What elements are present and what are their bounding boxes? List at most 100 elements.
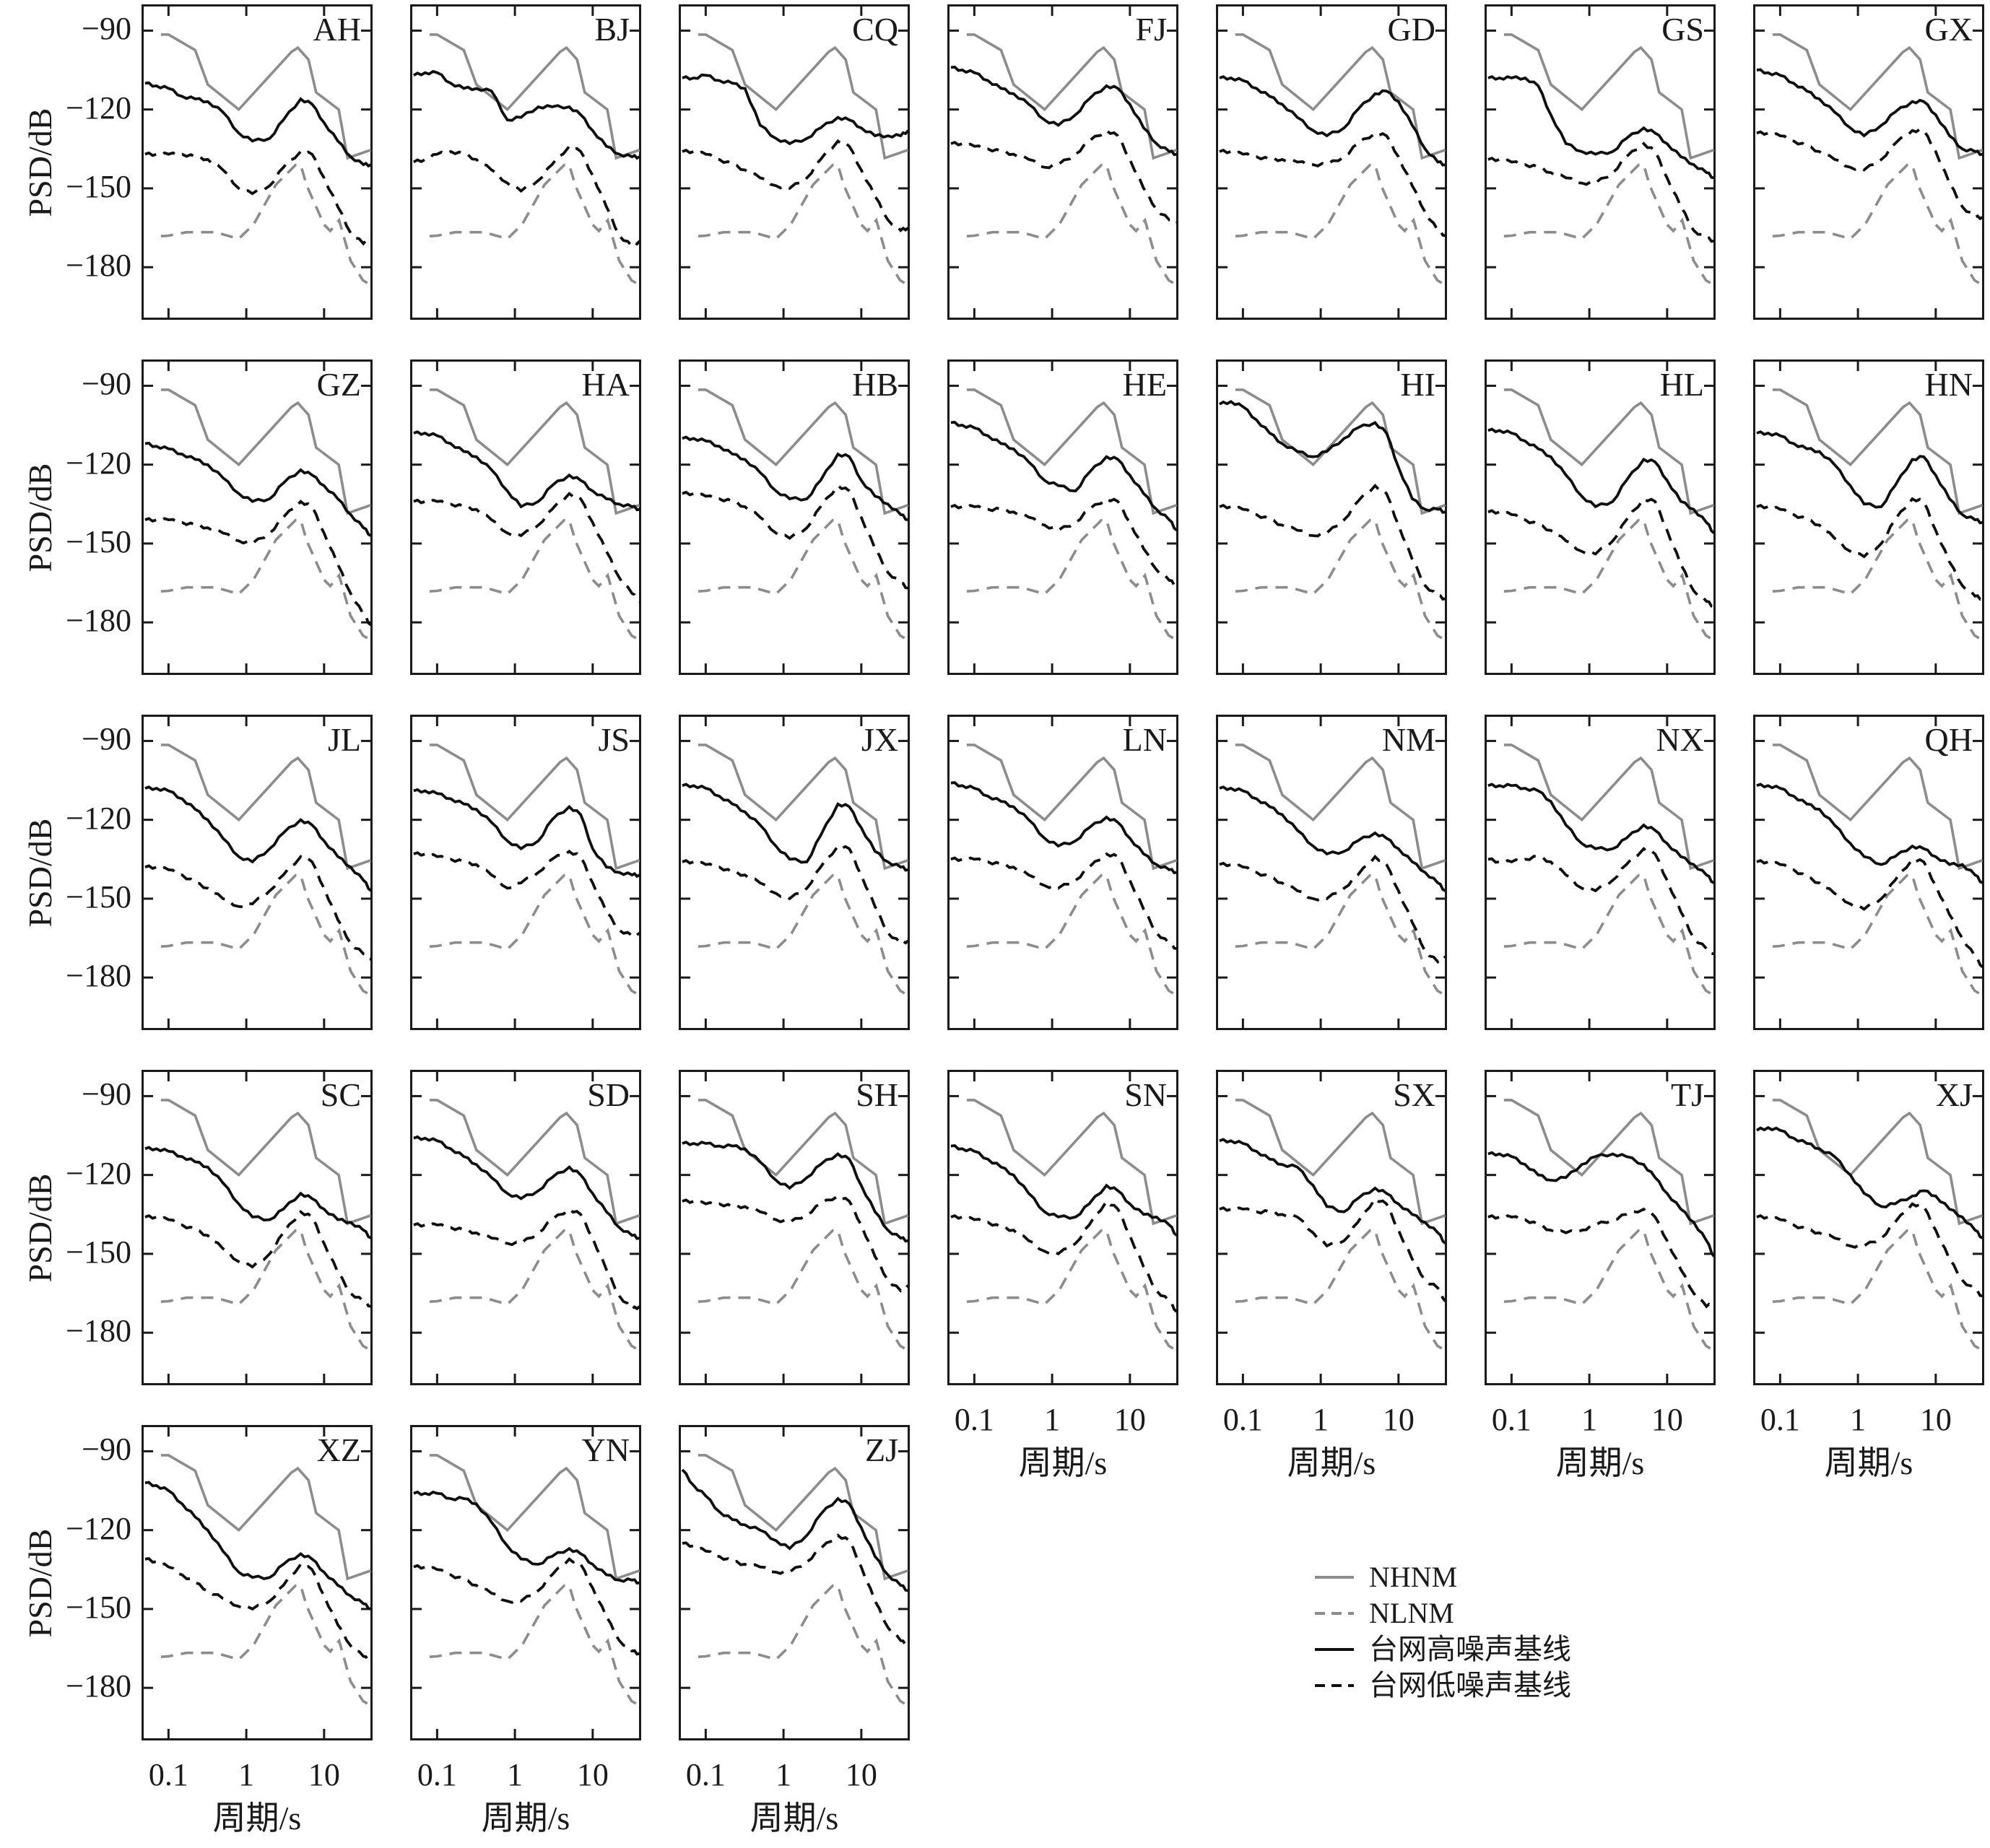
panel-border (142, 715, 373, 1030)
panel-label: XJ (1935, 1076, 1973, 1113)
panel-JX: JX (679, 715, 910, 1030)
legend-item-2: 台网高噪声基线 (1314, 1631, 1571, 1668)
plot-svg (410, 359, 641, 675)
panel-label: LN (1122, 721, 1167, 758)
nhnm-line (698, 744, 909, 871)
y-tick-label: −90 (82, 366, 131, 402)
nlnm-line (160, 1584, 372, 1707)
plot-svg (679, 359, 910, 675)
nhnm-line (698, 1454, 909, 1581)
axis-ticks (143, 1071, 371, 1384)
y-tick-label: −90 (82, 11, 131, 47)
panel-label: NM (1381, 721, 1435, 758)
panel-border (410, 715, 641, 1030)
y-tick-label: −150 (66, 879, 131, 915)
panel-label: HI (1400, 366, 1435, 403)
network-low-noise-line (950, 497, 1178, 588)
panel-border (1216, 4, 1447, 320)
nhnm-line (1503, 1099, 1715, 1226)
network-low-noise-line (682, 1533, 909, 1647)
panel-TJ: TJ (1485, 1070, 1716, 1385)
y-axis-title: PSD/dB (22, 108, 58, 217)
nlnm-line (1772, 873, 1984, 997)
network-high-noise-line (1755, 1125, 1984, 1239)
nhnm-line (1503, 744, 1715, 871)
nlnm-line (429, 873, 640, 997)
nlnm-line (160, 873, 372, 997)
panel-border (1753, 359, 1984, 675)
panel-label: FJ (1135, 11, 1167, 48)
y-tick-label: −180 (66, 1313, 131, 1349)
network-low-noise-line (1756, 1202, 1984, 1298)
y-tick-label: −120 (66, 800, 131, 836)
panel-border (410, 4, 641, 320)
panel-border (142, 1070, 373, 1385)
network-low-noise-line (1487, 497, 1715, 609)
panel-border (1485, 4, 1716, 320)
x-axis-title: 周期/s (212, 1800, 302, 1836)
legend-item-1: NLNM (1314, 1595, 1571, 1631)
network-high-noise-line (412, 69, 640, 160)
panel-border (1216, 1070, 1447, 1385)
plot-svg (947, 359, 1178, 675)
plot-svg (410, 4, 641, 320)
x-axis-title: 周期/s (1287, 1444, 1376, 1481)
legend-label: 台网高噪声基线 (1369, 1633, 1571, 1665)
plot-svg (142, 1425, 373, 1740)
nlnm-line (160, 1229, 372, 1352)
nlnm-line (1235, 873, 1446, 997)
network-high-noise-line (1218, 400, 1446, 514)
network-high-noise-line (950, 420, 1178, 532)
network-high-noise-line (1219, 785, 1446, 892)
panel-border (1485, 715, 1716, 1030)
y-tick-label: −180 (66, 1668, 131, 1704)
panel-ZJ: ZJ (679, 1425, 910, 1740)
network-low-noise-line (1487, 847, 1715, 956)
plot-svg (142, 359, 373, 675)
panel-border (410, 1070, 641, 1385)
y-tick-label: −150 (66, 168, 131, 204)
legend-label: NHNM (1369, 1561, 1458, 1593)
panel-label: SX (1393, 1076, 1435, 1113)
network-low-noise-line (682, 139, 909, 232)
panel-border (947, 359, 1178, 675)
y-axis-title: PSD/dB (22, 1173, 58, 1282)
network-high-noise-line (1219, 1138, 1446, 1245)
axis-ticks (1217, 6, 1446, 318)
panel-YN: YN (410, 1425, 641, 1740)
panel-NM: NM (1216, 715, 1447, 1030)
network-low-noise-line (682, 844, 909, 946)
axis-ticks (412, 6, 640, 318)
network-low-noise-line (144, 1209, 372, 1308)
nhnm-line (1772, 744, 1984, 871)
plot-svg (679, 1425, 910, 1740)
network-low-noise-line (1756, 497, 1984, 601)
y-tick-label: −150 (66, 1234, 131, 1270)
panel-label: JL (328, 721, 361, 758)
network-high-noise-line (681, 1468, 909, 1592)
network-high-noise-line (1756, 68, 1984, 157)
panel-label: SC (320, 1076, 361, 1113)
axis-ticks (1755, 361, 1983, 674)
panel-HB: HB (679, 359, 910, 675)
panel-label: BJ (594, 11, 630, 48)
panel-SC: SC (142, 1070, 373, 1385)
network-high-noise-line (1487, 427, 1715, 534)
panel-HN: HN (1753, 359, 1984, 675)
plot-svg (142, 1070, 373, 1385)
nhnm-line (429, 1099, 640, 1226)
panel-label: JX (861, 721, 898, 758)
network-high-noise-line (1487, 783, 1715, 884)
panel-CQ: CQ (679, 4, 910, 320)
axis-ticks (1217, 361, 1446, 674)
panel-border (410, 359, 641, 675)
nhnm-line (698, 1099, 909, 1226)
nhnm-line (698, 33, 909, 160)
panel-label: QH (1924, 721, 1973, 758)
panel-border (947, 1070, 1178, 1385)
plot-svg (947, 4, 1178, 320)
panel-label: GD (1387, 11, 1435, 48)
panel-label: HL (1659, 366, 1704, 403)
network-high-noise-line (682, 435, 909, 521)
